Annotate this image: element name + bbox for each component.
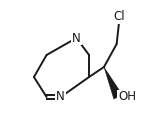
- Text: OH: OH: [118, 90, 136, 103]
- Polygon shape: [104, 67, 123, 99]
- Text: N: N: [72, 31, 81, 45]
- Text: N: N: [56, 90, 65, 103]
- Text: Cl: Cl: [114, 11, 125, 24]
